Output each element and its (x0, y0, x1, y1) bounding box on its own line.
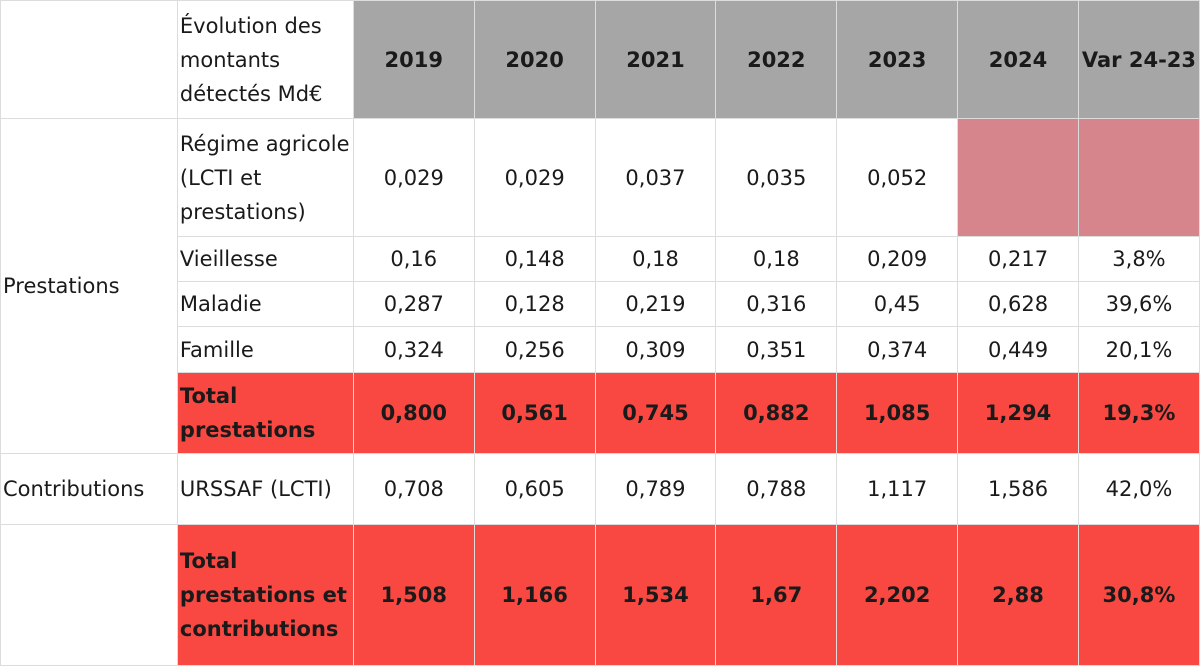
row-label: URSSAF (LCTI) (176, 453, 354, 525)
table-cell: 1,085 (836, 372, 959, 454)
table-cell: 3,8% (1077, 236, 1200, 282)
row-label: Famille (176, 326, 354, 373)
table-cell: 30,8% (1077, 524, 1200, 666)
group-label-prestations: Prestations (0, 118, 178, 454)
table-cell: 0,029 (473, 118, 596, 237)
table-cell: 0,029 (352, 118, 475, 237)
column-header: 2023 (836, 0, 959, 119)
table-cell: 0,148 (473, 236, 596, 282)
table-cell: 1,166 (473, 524, 596, 666)
table-cell: 1,534 (594, 524, 717, 666)
table-cell: 19,3% (1077, 372, 1200, 454)
header-row: Évolution des montants détectés Md€ 2019… (0, 0, 1200, 119)
table-cell: 0,45 (836, 281, 959, 327)
row-label: Régime agricole (LCTI et prestations) (176, 118, 354, 237)
table-cell: 1,586 (957, 453, 1079, 525)
table-cell: 2,202 (836, 524, 959, 666)
table-cell: 0,052 (836, 118, 959, 237)
table-title: Évolution des montants détectés Md€ (176, 0, 354, 119)
table-cell: 0,219 (594, 281, 717, 327)
column-header: 2024 (957, 0, 1079, 119)
table-cell: 0,18 (715, 236, 838, 282)
table-cell: 39,6% (1077, 281, 1200, 327)
table-cell: 20,1% (1077, 326, 1200, 373)
table-cell: 0,449 (957, 326, 1079, 373)
empty-group-cell (0, 524, 178, 666)
table-row: Contributions URSSAF (LCTI) 0,708 0,605 … (0, 453, 1200, 525)
missing-cell (957, 118, 1079, 237)
total-row: Total prestations 0,800 0,561 0,745 0,88… (1, 372, 1200, 454)
column-header: 2021 (594, 0, 717, 119)
table-cell: 0,16 (352, 236, 475, 282)
row-label: Total prestations et contributions (176, 524, 354, 666)
table-cell: 0,209 (836, 236, 959, 282)
table-cell: 1,67 (715, 524, 838, 666)
table-cell: 0,309 (594, 326, 717, 373)
table-cell: 0,035 (715, 118, 838, 237)
table-cell: 0,882 (715, 372, 838, 454)
table-cell: 0,18 (594, 236, 717, 282)
row-label: Maladie (176, 281, 354, 327)
table-cell: 0,605 (473, 453, 596, 525)
column-header: 2019 (352, 0, 475, 119)
table-cell: 1,294 (957, 372, 1079, 454)
table-cell: 0,324 (352, 326, 475, 373)
table-cell: 42,0% (1077, 453, 1200, 525)
table-cell: 0,217 (957, 236, 1079, 282)
table-cell: 2,88 (957, 524, 1079, 666)
table-cell: 0,628 (957, 281, 1079, 327)
missing-cell (1077, 118, 1200, 237)
table-cell: 0,256 (473, 326, 596, 373)
table-cell: 0,037 (594, 118, 717, 237)
table-cell: 0,800 (352, 372, 475, 454)
table-cell: 0,789 (594, 453, 717, 525)
table-cell: 0,128 (473, 281, 596, 327)
table-cell: 0,287 (352, 281, 475, 327)
corner-cell (0, 0, 178, 119)
table-cell: 0,374 (836, 326, 959, 373)
column-header: Var 24-23 (1077, 0, 1200, 119)
table-cell: 0,745 (594, 372, 717, 454)
column-header: 2022 (715, 0, 838, 119)
table-cell: 0,708 (352, 453, 475, 525)
table-row: Famille 0,324 0,256 0,309 0,351 0,374 0,… (1, 326, 1200, 373)
table-cell: 0,351 (715, 326, 838, 373)
table-row: Prestations Régime agricole (LCTI et pre… (0, 118, 1200, 454)
table-cell: 1,117 (836, 453, 959, 525)
table-cell: 1,508 (352, 524, 475, 666)
table-row: Vieillesse 0,16 0,148 0,18 0,18 0,209 0,… (1, 236, 1200, 282)
grand-total-row: Total prestations et contributions 1,508… (0, 524, 1200, 666)
group-label-contributions: Contributions (0, 453, 178, 525)
table-row: Maladie 0,287 0,128 0,219 0,316 0,45 0,6… (1, 281, 1200, 327)
table-cell: 0,561 (473, 372, 596, 454)
table-cell: 0,788 (715, 453, 838, 525)
table-cell: 0,316 (715, 281, 838, 327)
row-label: Total prestations (176, 372, 354, 454)
column-header: 2020 (473, 0, 596, 119)
row-label: Vieillesse (176, 236, 354, 282)
